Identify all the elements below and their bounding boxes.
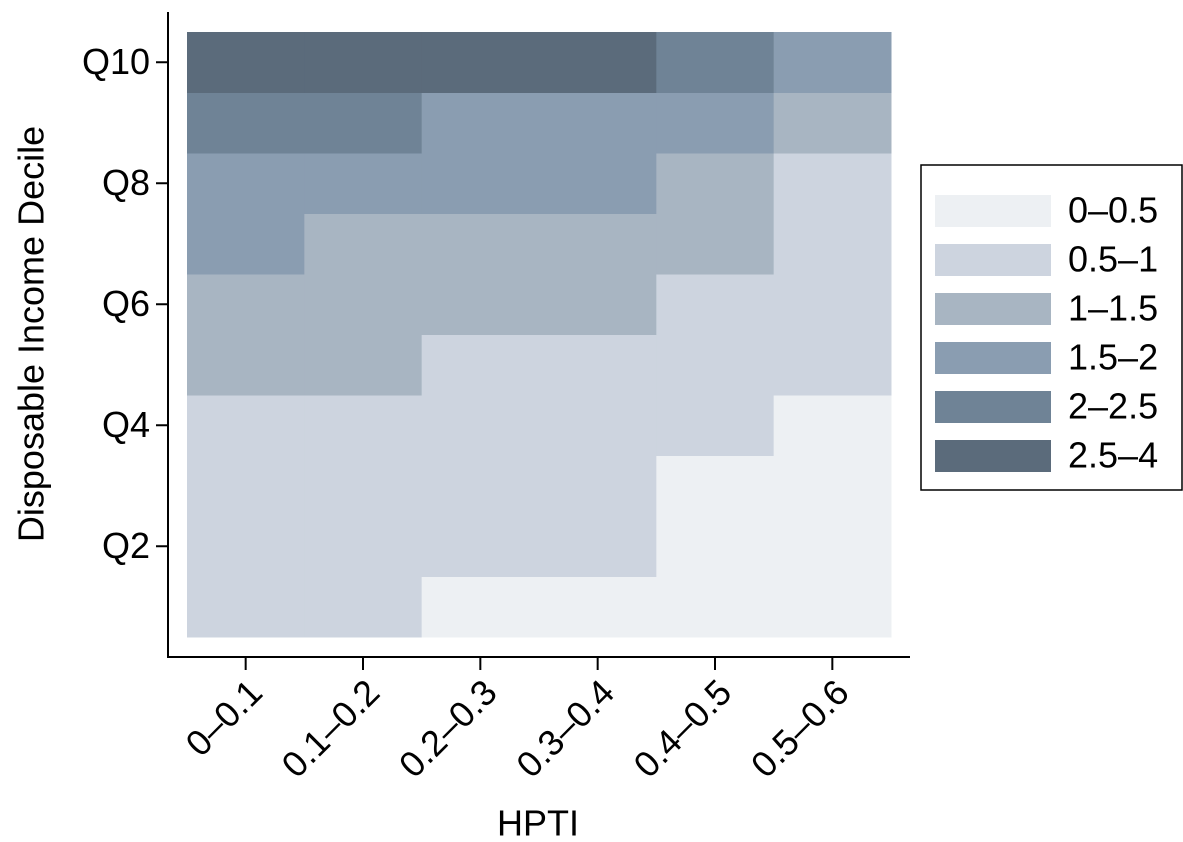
heat-cell <box>304 334 423 396</box>
heat-cell <box>421 334 540 396</box>
legend-label: 2–2.5 <box>1068 386 1158 427</box>
legend-label: 2.5–4 <box>1068 435 1158 476</box>
heat-cell <box>421 213 540 275</box>
heat-cell <box>421 516 540 577</box>
heat-cell <box>187 395 305 456</box>
heat-cell <box>539 455 657 517</box>
heat-cell <box>187 576 305 638</box>
y-tick-label: Q2 <box>102 525 150 566</box>
heat-cell <box>656 32 775 93</box>
heat-cell <box>539 153 657 214</box>
heat-cell <box>187 32 305 93</box>
heat-cell <box>656 334 775 396</box>
heat-cell <box>773 274 892 335</box>
x-tick-label: 0.1–0.2 <box>273 671 387 785</box>
heat-cell <box>656 92 775 154</box>
heat-cell <box>773 213 892 275</box>
heat-cell <box>187 455 305 517</box>
heat-cell <box>539 516 657 577</box>
heat-cell <box>539 274 657 335</box>
heat-cell <box>304 92 423 154</box>
heat-cell <box>539 576 657 638</box>
heat-cell <box>421 92 540 154</box>
x-tick-label: 0.3–0.4 <box>508 671 622 785</box>
heat-cell <box>656 213 775 275</box>
heat-cell <box>539 32 657 93</box>
legend-label: 1.5–2 <box>1068 337 1158 378</box>
heat-cell <box>773 455 892 517</box>
heat-cell <box>656 274 775 335</box>
heat-cell <box>656 395 775 456</box>
heat-cell <box>187 334 305 396</box>
heat-cell <box>304 274 423 335</box>
heat-cell <box>187 213 305 275</box>
legend-swatch <box>935 391 1051 423</box>
heat-cell <box>539 334 657 396</box>
x-tick-label: 0.4–0.5 <box>625 671 739 785</box>
heat-cell <box>656 455 775 517</box>
legend-swatch <box>935 195 1051 227</box>
heat-cell <box>304 213 423 275</box>
legend-label: 0–0.5 <box>1068 190 1158 231</box>
heat-cell <box>539 395 657 456</box>
heat-cell <box>187 516 305 577</box>
heat-cell <box>773 92 892 154</box>
heat-cell <box>187 92 305 154</box>
heat-cell <box>539 213 657 275</box>
heat-cell <box>773 516 892 577</box>
heat-cell <box>304 576 423 638</box>
heat-cell <box>421 576 540 638</box>
x-tick-label: 0.2–0.3 <box>391 671 505 785</box>
y-tick-label: Q10 <box>82 41 150 82</box>
heat-cell <box>187 153 305 214</box>
heat-cell <box>773 334 892 396</box>
heat-cell <box>656 576 775 638</box>
heat-cell <box>421 455 540 517</box>
legend-swatch <box>935 293 1051 325</box>
heat-cell <box>421 32 540 93</box>
heat-cell <box>421 274 540 335</box>
legend-swatch <box>935 244 1051 276</box>
heat-cell <box>773 32 892 93</box>
heat-cell <box>773 576 892 638</box>
heat-cell <box>304 455 423 517</box>
y-axis-title: Disposable Income Decile <box>11 126 52 542</box>
heat-cell <box>656 153 775 214</box>
heat-cell <box>421 153 540 214</box>
x-tick-label: 0.5–0.6 <box>743 671 857 785</box>
legend-label: 1–1.5 <box>1068 288 1158 329</box>
heat-cell <box>187 274 305 335</box>
heat-cell <box>304 32 423 93</box>
heat-cell <box>304 395 423 456</box>
y-tick-label: Q6 <box>102 283 150 324</box>
heat-cell <box>773 395 892 456</box>
heat-cell <box>773 153 892 214</box>
heat-cell <box>656 516 775 577</box>
x-tick-label: 0–0.1 <box>177 671 270 764</box>
y-tick-label: Q8 <box>102 162 150 203</box>
y-tick-label: Q4 <box>102 404 150 445</box>
x-axis-title: HPTI <box>497 803 579 842</box>
legend-swatch <box>935 342 1051 374</box>
heat-cell <box>539 92 657 154</box>
heat-cell <box>304 153 423 214</box>
legend-label: 0.5–1 <box>1068 239 1158 280</box>
heat-cell <box>421 395 540 456</box>
legend-swatch <box>935 440 1051 472</box>
heat-cell <box>304 516 423 577</box>
